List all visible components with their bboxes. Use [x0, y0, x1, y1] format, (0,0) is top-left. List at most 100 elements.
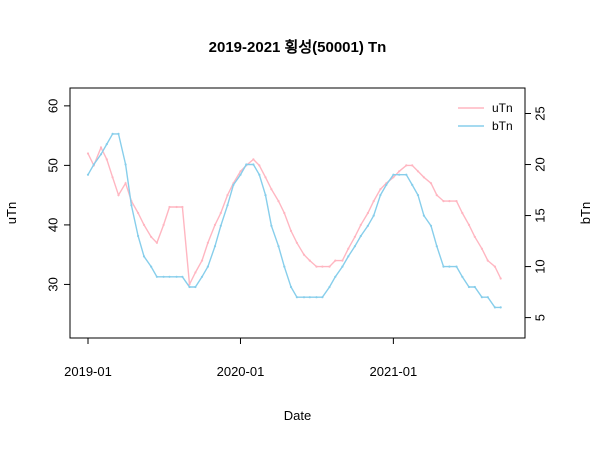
- data-point-uTn: [295, 241, 298, 244]
- data-point-bTn: [334, 275, 337, 278]
- data-point-bTn: [366, 224, 369, 227]
- data-point-uTn: [188, 283, 191, 286]
- data-point-bTn: [206, 265, 209, 268]
- data-point-bTn: [442, 265, 445, 268]
- data-point-uTn: [270, 188, 273, 191]
- data-point-uTn: [105, 158, 108, 161]
- data-point-uTn: [213, 223, 217, 226]
- data-point-bTn: [486, 296, 489, 299]
- data-point-uTn: [252, 158, 255, 161]
- data-point-bTn: [226, 204, 229, 207]
- data-point-uTn: [422, 176, 425, 179]
- x-axis-tick-label: 2020-01: [217, 364, 265, 379]
- data-point-uTn: [405, 164, 408, 167]
- right-axis-tick-label: 10: [532, 259, 547, 273]
- data-point-uTn: [175, 205, 178, 209]
- data-point-bTn: [105, 143, 108, 146]
- data-point-bTn: [277, 245, 280, 248]
- data-point-uTn: [258, 164, 261, 167]
- data-point-bTn: [308, 296, 311, 299]
- data-point-uTn: [162, 223, 165, 226]
- data-point-bTn: [168, 275, 171, 278]
- data-point-bTn: [435, 245, 438, 248]
- left-axis: 30 40 50 60: [45, 99, 70, 292]
- data-point-bTn: [359, 234, 362, 238]
- data-point-bTn: [416, 194, 420, 197]
- data-point-bTn: [252, 163, 255, 166]
- x-axis-tick-label: 2019-01: [64, 364, 112, 379]
- right-axis-tick-label: 5: [532, 314, 547, 321]
- data-point-bTn: [411, 183, 414, 186]
- data-point-uTn: [473, 235, 476, 238]
- data-point-uTn: [289, 229, 293, 232]
- data-point-uTn: [308, 259, 311, 262]
- data-point-bTn: [239, 173, 242, 176]
- data-point-bTn: [270, 224, 273, 227]
- data-point-bTn: [150, 265, 153, 268]
- data-point-uTn: [359, 223, 362, 226]
- data-point-bTn: [467, 285, 471, 289]
- data-point-uTn: [168, 205, 171, 209]
- legend-label-bTn: bTn: [492, 119, 513, 133]
- plot-frame: [69, 87, 526, 339]
- data-point-uTn: [353, 235, 356, 238]
- data-point-uTn: [416, 170, 420, 173]
- data-point-bTn: [188, 285, 191, 289]
- data-point-bTn: [302, 296, 306, 299]
- series-line-bTn: [87, 133, 501, 309]
- data-point-bTn: [200, 275, 204, 278]
- data-point-uTn: [493, 265, 496, 268]
- data-point-uTn: [111, 176, 114, 179]
- data-point-uTn: [455, 200, 458, 203]
- data-point-bTn: [130, 204, 133, 207]
- data-point-bTn: [385, 183, 388, 186]
- data-point-bTn: [137, 234, 140, 238]
- data-point-bTn: [124, 163, 127, 166]
- data-point-uTn: [155, 241, 158, 244]
- data-point-uTn: [239, 170, 242, 173]
- left-axis-tick-label: 30: [45, 277, 60, 291]
- data-point-bTn: [461, 275, 464, 278]
- data-point-bTn: [321, 296, 324, 299]
- data-point-bTn: [499, 306, 502, 309]
- data-point-bTn: [429, 224, 433, 227]
- data-point-bTn: [455, 265, 458, 268]
- data-point-bTn: [448, 265, 451, 268]
- data-point-uTn: [499, 277, 502, 280]
- data-point-bTn: [328, 285, 331, 289]
- left-axis-label: uTn: [4, 202, 19, 224]
- data-point-uTn: [86, 152, 90, 155]
- data-point-uTn: [302, 253, 306, 256]
- data-point-bTn: [493, 306, 496, 309]
- data-point-bTn: [379, 194, 382, 197]
- x-axis-tick-label: 2021-01: [370, 364, 418, 379]
- data-point-bTn: [315, 296, 318, 299]
- data-point-bTn: [372, 214, 375, 217]
- data-point-uTn: [448, 200, 451, 203]
- legend: uTn bTn: [458, 101, 513, 133]
- data-point-uTn: [321, 265, 324, 268]
- data-point-bTn: [347, 255, 350, 258]
- data-point-uTn: [480, 247, 483, 250]
- data-point-bTn: [117, 132, 120, 135]
- data-point-uTn: [142, 223, 146, 226]
- right-axis-label: bTn: [578, 202, 593, 224]
- data-point-bTn: [175, 275, 178, 278]
- data-point-uTn: [264, 176, 267, 179]
- data-point-uTn: [366, 211, 369, 215]
- data-point-bTn: [473, 285, 476, 289]
- data-point-uTn: [124, 182, 127, 185]
- data-point-uTn: [461, 211, 464, 215]
- data-point-bTn: [86, 173, 90, 176]
- data-point-bTn: [341, 265, 344, 268]
- left-axis-tick-label: 60: [45, 99, 60, 113]
- left-axis-tick-label: 40: [45, 218, 60, 232]
- data-point-uTn: [315, 265, 318, 268]
- data-point-uTn: [117, 194, 120, 197]
- data-point-uTn: [277, 200, 280, 203]
- data-point-uTn: [429, 182, 433, 185]
- data-point-bTn: [392, 173, 395, 176]
- data-point-bTn: [398, 173, 401, 176]
- data-point-uTn: [328, 265, 331, 268]
